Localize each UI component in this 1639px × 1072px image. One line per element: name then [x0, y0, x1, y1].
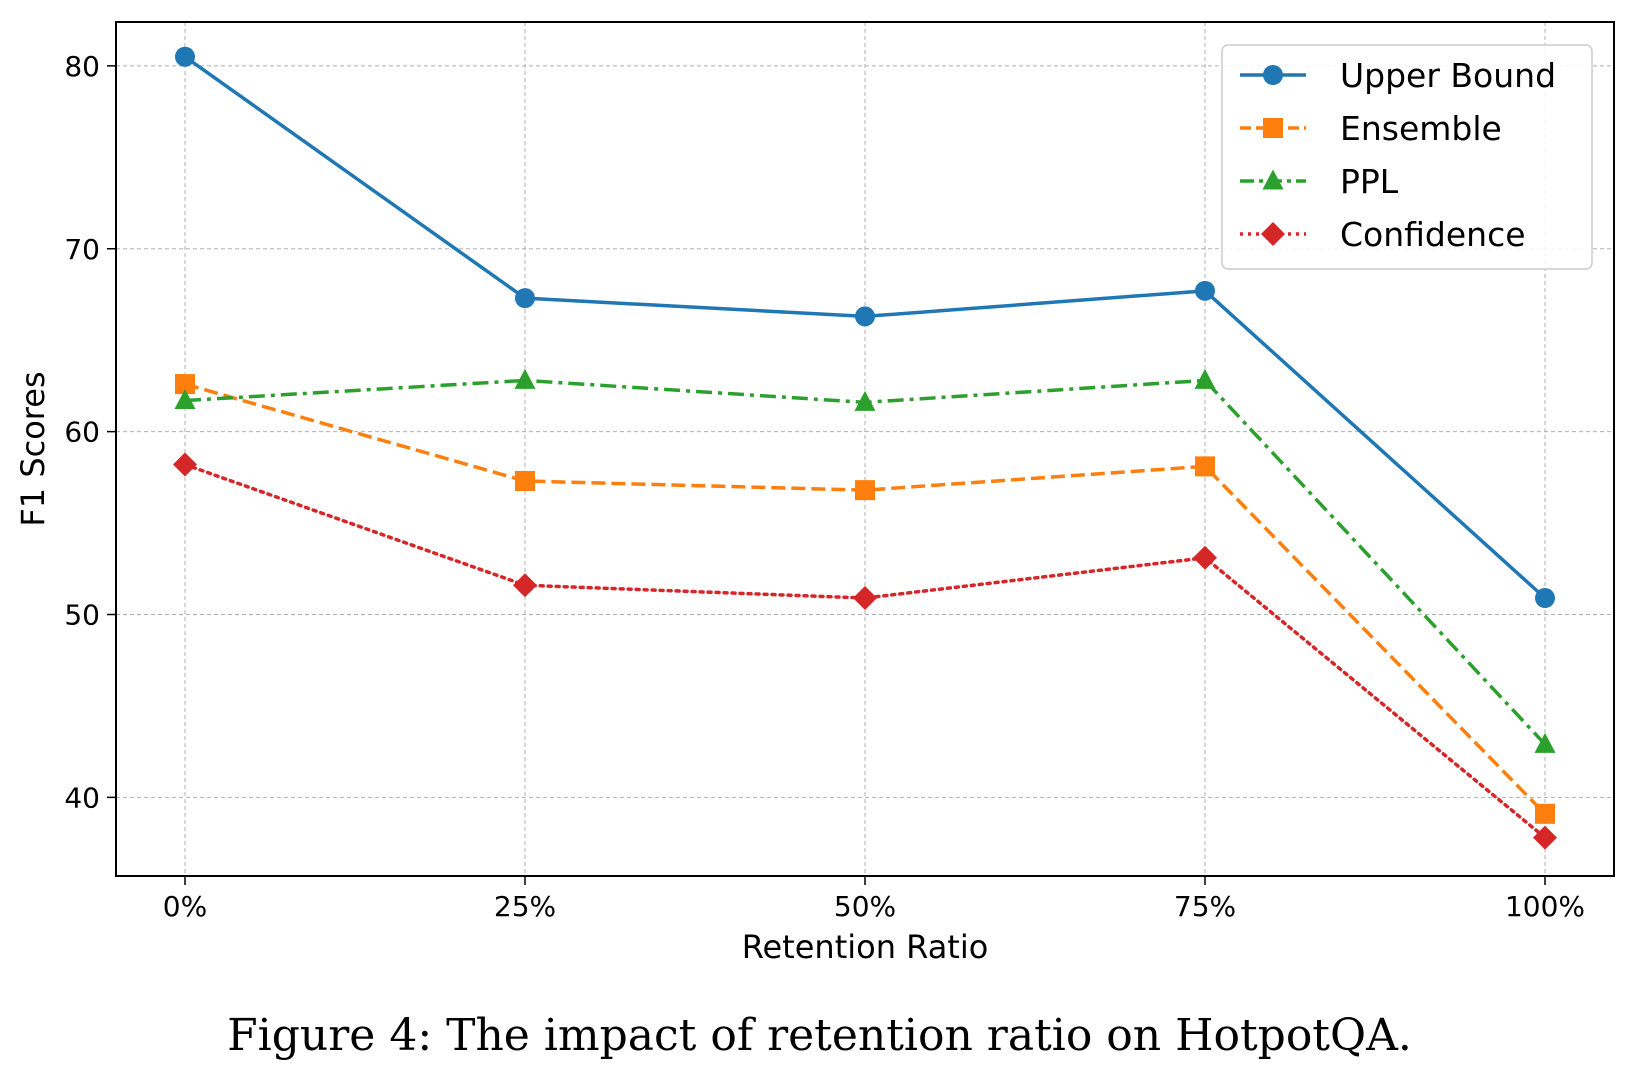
- figure-caption: Figure 4: The impact of retention ratio …: [227, 1010, 1412, 1061]
- line-chart: 0% 25% 50% 75% 100% 40 50 60 70 80 Retention Rati…: [14, 21, 1615, 960]
- x-axis-title: Retention Ratio: [742, 928, 989, 960]
- series-ensemble: [175, 374, 1555, 824]
- data-point: [853, 586, 877, 611]
- data-point: [515, 471, 535, 492]
- x-tick-label: 25%: [494, 890, 556, 923]
- y-tick-label: 60: [64, 416, 100, 449]
- legend-label: Ensemble: [1340, 109, 1502, 148]
- data-point: [175, 374, 195, 395]
- legend-marker: [1262, 169, 1284, 190]
- axis-ticks: 0% 25% 50% 75% 100% 40 50 60 70 80: [64, 50, 1585, 923]
- legend-label: PPL: [1340, 162, 1399, 201]
- data-point: [1195, 456, 1215, 477]
- data-point: [854, 390, 876, 411]
- y-tick-label: 80: [64, 50, 100, 83]
- x-tick-label: 75%: [1174, 890, 1236, 923]
- series-ppl: [174, 368, 1556, 753]
- data-point: [1193, 545, 1217, 570]
- data-point: [1534, 732, 1556, 753]
- y-tick-label: 40: [64, 781, 100, 814]
- data-point: [174, 389, 196, 410]
- legend-label: Confidence: [1340, 215, 1526, 254]
- data-point: [515, 288, 535, 309]
- series-layer: [173, 46, 1557, 850]
- x-tick-label: 100%: [1505, 890, 1585, 923]
- legend-marker: [1261, 222, 1285, 246]
- legend-label: Upper Bound: [1340, 56, 1556, 95]
- data-point: [173, 452, 197, 477]
- y-axis-title: F1 Scores: [14, 371, 52, 526]
- data-point: [1535, 803, 1555, 824]
- y-tick-label: 70: [64, 233, 100, 266]
- legend-marker: [1263, 65, 1283, 85]
- series-confidence: [173, 452, 1557, 850]
- data-point: [175, 46, 195, 67]
- data-point: [855, 480, 875, 501]
- series-line: [183, 462, 1547, 840]
- data-point: [513, 573, 537, 598]
- data-point: [514, 368, 536, 389]
- data-point: [1533, 825, 1557, 850]
- data-point: [1194, 368, 1216, 389]
- legend: Upper Bound Ensemble PPL Confidence: [1221, 44, 1593, 270]
- y-tick-label: 50: [64, 598, 100, 631]
- series-upper-bound: [175, 46, 1555, 609]
- legend-box: [1221, 44, 1593, 270]
- data-point: [855, 306, 875, 327]
- legend-marker: [1263, 118, 1283, 138]
- x-tick-label: 0%: [163, 890, 207, 923]
- data-point: [1195, 280, 1215, 301]
- data-point: [1535, 588, 1555, 609]
- x-tick-label: 50%: [834, 890, 896, 923]
